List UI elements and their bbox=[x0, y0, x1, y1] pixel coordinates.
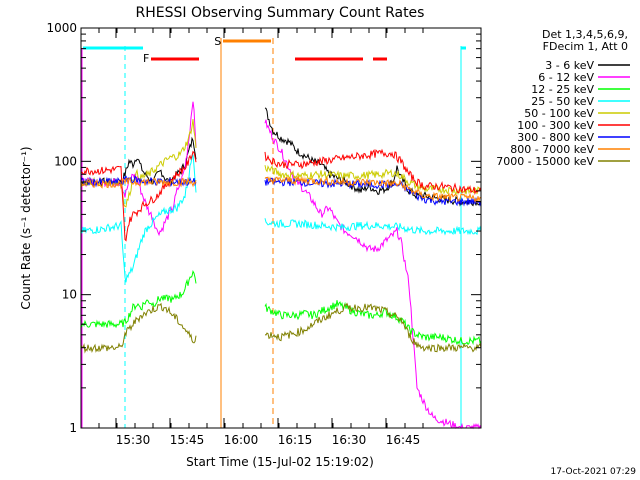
x-tick-label: 16:15 bbox=[278, 433, 313, 447]
series-line-6 bbox=[264, 148, 482, 196]
series-line-6 bbox=[80, 150, 197, 242]
legend-label: 3 - 6 keV bbox=[545, 59, 594, 72]
plot-frame bbox=[80, 27, 482, 429]
series-line-1 bbox=[264, 107, 482, 207]
detector-info-line: Det 1,3,4,5,6,9, bbox=[542, 28, 628, 41]
annotation-layer: SF bbox=[81, 35, 466, 428]
series-line-9 bbox=[264, 302, 482, 353]
saa-flag-label: S bbox=[214, 35, 221, 48]
legend-label: 100 - 300 keV bbox=[517, 119, 594, 132]
series-line-3 bbox=[264, 300, 482, 346]
chart-title: RHESSI Observing Summary Count Rates bbox=[136, 5, 425, 21]
series-line-4 bbox=[264, 218, 482, 236]
series-line-3 bbox=[80, 269, 197, 329]
y-axis-label: Count Rate (s⁻¹ detector⁻¹) bbox=[19, 146, 33, 309]
y-tick-label: 1 bbox=[69, 421, 77, 435]
series-line-5 bbox=[264, 164, 482, 196]
legend-label: 6 - 12 keV bbox=[538, 71, 594, 84]
y-tick-label: 100 bbox=[54, 154, 77, 168]
series-line-8 bbox=[80, 177, 197, 190]
x-tick-label: 15:30 bbox=[116, 433, 151, 447]
legend-label: 300 - 800 keV bbox=[517, 131, 594, 144]
y-tick-label: 1000 bbox=[46, 21, 77, 35]
series-line-7 bbox=[264, 177, 482, 207]
series-line-4 bbox=[80, 154, 197, 283]
y-tick-label: 10 bbox=[62, 288, 77, 302]
x-tick-label: 15:45 bbox=[170, 433, 205, 447]
legend-label: 25 - 50 keV bbox=[531, 95, 594, 108]
series-line-7 bbox=[80, 175, 197, 188]
x-tick-label: 16:30 bbox=[332, 433, 367, 447]
legend-label: 7000 - 15000 keV bbox=[496, 155, 594, 168]
fast-rate-flag-label: F bbox=[143, 52, 149, 65]
series-line-8 bbox=[264, 176, 482, 204]
series-line-9 bbox=[80, 302, 197, 354]
x-tick-label: 16:45 bbox=[386, 433, 421, 447]
axes-layer: 1 10 100 1000 15:30 15:45 16:00 16:15 16:30 16:45 bbox=[46, 21, 481, 447]
legend-label: 800 - 7000 keV bbox=[510, 143, 594, 156]
x-axis-label: Start Time (15-Jul-02 15:19:02) bbox=[186, 455, 374, 469]
detector-info-line: FDecim 1, Att 0 bbox=[543, 40, 628, 53]
legend: Det 1,3,4,5,6,9,FDecim 1, Att 0 3 - 6 keV… bbox=[496, 28, 630, 168]
legend-label: 12 - 25 keV bbox=[531, 83, 594, 96]
legend-label: 50 - 100 keV bbox=[524, 107, 594, 120]
series-layer bbox=[80, 101, 482, 430]
footer-date: 17-Oct-2021 07:29 bbox=[551, 467, 637, 477]
x-tick-label: 16:00 bbox=[224, 433, 259, 447]
